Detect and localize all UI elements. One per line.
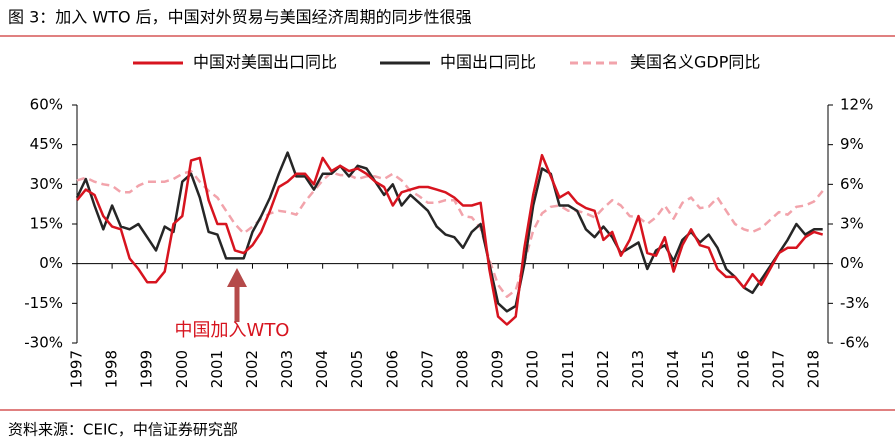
x-tick-label: 2015 xyxy=(699,350,717,388)
legend-label: 美国名义GDP同比 xyxy=(630,53,760,72)
x-tick-label: 2012 xyxy=(594,350,612,388)
x-tick-label: 2007 xyxy=(418,350,436,388)
y2-tick-label: -3% xyxy=(840,294,869,312)
y2-tick-label: -6% xyxy=(840,334,869,352)
x-tick-label: 2018 xyxy=(804,350,822,388)
x-tick-label: 2011 xyxy=(559,350,577,388)
y-tick-label: 60% xyxy=(30,96,63,114)
x-tick-label: 1998 xyxy=(103,350,121,388)
y2-tick-label: 9% xyxy=(840,135,864,153)
series-line xyxy=(76,153,824,326)
x-tick-label: 1997 xyxy=(68,350,86,388)
x-tick-label: 2016 xyxy=(734,350,752,388)
y2-tick-label: 12% xyxy=(840,96,873,114)
x-tick-label: 2008 xyxy=(454,350,472,388)
x-tick-label: 2010 xyxy=(524,350,542,388)
x-tick-label: 2014 xyxy=(664,350,682,388)
x-tick-label: 2009 xyxy=(489,350,507,388)
annotation-arrow xyxy=(227,268,247,322)
x-tick-label: 2004 xyxy=(313,350,331,388)
x-tick-label: 2003 xyxy=(278,350,296,388)
legend-label: 中国出口同比 xyxy=(440,53,536,72)
x-tick-label: 1999 xyxy=(138,350,156,388)
y2-tick-label: 6% xyxy=(840,175,864,193)
y-tick-label: 45% xyxy=(30,135,63,153)
x-tick-label: 2013 xyxy=(629,350,647,388)
x-tick-label: 2017 xyxy=(769,350,787,388)
y-tick-label: 0% xyxy=(39,254,63,272)
source-note: 资料来源：CEIC，中信证券研究部 xyxy=(8,421,238,439)
y-tick-label: 15% xyxy=(30,215,63,233)
y-tick-label: -15% xyxy=(24,294,63,312)
annotation: 中国加入WTO xyxy=(175,320,290,341)
x-tick-label: 2006 xyxy=(383,350,401,388)
y-tick-label: -30% xyxy=(24,334,63,352)
x-tick-label: 2001 xyxy=(208,350,226,388)
y2-tick-label: 3% xyxy=(840,215,864,233)
x-tick-label: 2000 xyxy=(173,350,191,388)
chart-title: 图 3：加入 WTO 后，中国对外贸易与美国经济周期的同步性很强 xyxy=(8,8,472,27)
legend-label: 中国对美国出口同比 xyxy=(193,53,337,72)
x-tick-label: 2002 xyxy=(243,350,261,388)
y2-tick-label: 0% xyxy=(840,254,864,272)
series-line xyxy=(76,169,824,298)
y-tick-label: 30% xyxy=(30,175,63,193)
x-tick-label: 2005 xyxy=(348,350,366,388)
